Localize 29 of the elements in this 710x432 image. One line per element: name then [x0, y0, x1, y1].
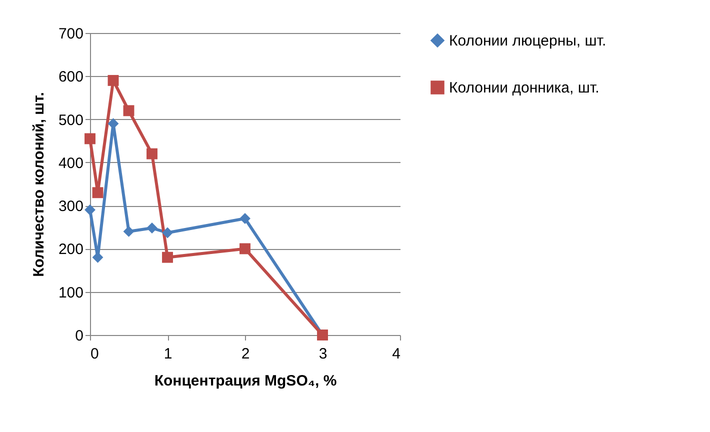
legend-label: Колонии донника, шт. — [449, 80, 600, 96]
point — [123, 226, 134, 237]
point — [162, 227, 173, 238]
point — [240, 213, 250, 224]
legend-label: Колонии люцерны, шт. — [449, 32, 606, 50]
x-tick-label: 0 — [90, 346, 99, 362]
point — [146, 148, 158, 160]
y-axis-title: Количество колоний, шт. — [30, 92, 48, 277]
y-tick-label: 0 — [75, 328, 84, 344]
x-tick-label: 3 — [318, 346, 328, 362]
y-tick-label: 600 — [58, 68, 84, 86]
y-tick-label: 400 — [58, 154, 84, 172]
point — [84, 204, 96, 216]
x-axis-title: Концентрация MgSO₄, % — [154, 372, 337, 390]
y-tick-label: 300 — [58, 198, 84, 216]
point — [108, 74, 119, 86]
point — [146, 222, 158, 234]
y-tick-label: 700 — [58, 26, 84, 42]
point — [123, 105, 134, 116]
y-tick-label: 100 — [58, 284, 84, 302]
x-tick-label: 2 — [241, 346, 250, 362]
x-tick-label: 4 — [392, 346, 400, 362]
point — [162, 252, 173, 263]
x-tick-label: 1 — [164, 346, 172, 362]
point — [240, 243, 250, 254]
y-tick-label: 200 — [58, 241, 84, 258]
point — [84, 133, 96, 144]
y-tick-label: 500 — [58, 112, 84, 129]
point — [92, 187, 104, 198]
